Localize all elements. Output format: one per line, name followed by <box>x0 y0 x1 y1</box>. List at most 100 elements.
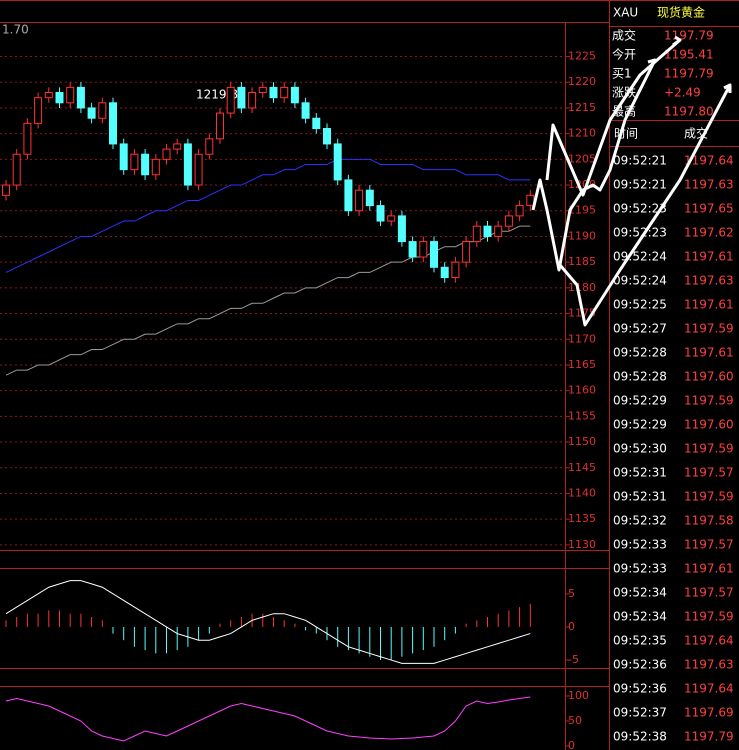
quote-value: 1197.80 <box>664 105 714 119</box>
tick-price: 1197.79 <box>684 730 734 744</box>
tick-time: 09:52:29 <box>613 394 667 408</box>
candle-body <box>526 194 535 207</box>
candle-body <box>483 225 492 237</box>
y-tick-label: 1130 <box>568 538 596 551</box>
y-tick-label: 0 <box>568 739 575 750</box>
candle-body <box>44 92 53 99</box>
y-tick-label: 1225 <box>568 50 596 63</box>
tick-time: 09:52:24 <box>613 250 667 264</box>
candle-body <box>55 92 64 104</box>
y-tick-label: 5 <box>568 587 575 600</box>
y-tick-label: 1145 <box>568 461 596 474</box>
tick-time: 09:52:33 <box>613 538 667 552</box>
tick-price: 1197.63 <box>684 178 734 192</box>
tick-time: 09:52:29 <box>613 418 667 432</box>
arrow <box>545 38 681 197</box>
candle-body <box>183 143 192 186</box>
tick-time: 09:52:36 <box>613 658 667 672</box>
candle-body <box>408 241 417 258</box>
tick-time: 09:52:38 <box>613 730 667 744</box>
tick-time: 09:52:21 <box>613 154 667 168</box>
y-tick-label: 100 <box>568 689 589 702</box>
candle-body <box>2 184 10 196</box>
y-tick-label: 1220 <box>568 75 596 88</box>
ticks-header: 时间 <box>614 127 638 141</box>
tick-price: 1197.69 <box>684 706 734 720</box>
tick-time: 09:52:30 <box>613 442 667 456</box>
tick-time: 09:52:34 <box>613 610 667 624</box>
tick-time: 09:52:31 <box>613 490 667 504</box>
candle-body <box>333 143 342 181</box>
candle-body <box>269 86 278 99</box>
candle-body <box>515 205 524 217</box>
tick-price: 1197.59 <box>684 322 734 336</box>
tick-price: 1197.65 <box>684 202 734 216</box>
candle-body <box>76 86 85 109</box>
tick-price: 1197.62 <box>684 226 734 240</box>
candle-body <box>301 102 310 119</box>
symbol-name: 现货黄金 <box>657 5 705 20</box>
candle-body <box>194 153 203 186</box>
candle-body <box>494 225 503 237</box>
candle-body <box>365 189 374 207</box>
quote-value: 1197.79 <box>664 67 714 81</box>
candle-body <box>430 241 438 268</box>
candle-body <box>205 138 214 155</box>
tick-price: 1197.63 <box>684 658 734 672</box>
arrow-head <box>647 58 657 69</box>
candle-body <box>237 86 246 109</box>
candle-body <box>173 143 182 150</box>
arrow <box>558 84 732 327</box>
candle-body <box>462 241 471 263</box>
indicator-line <box>5 696 531 742</box>
y-tick-label: 1205 <box>568 152 596 165</box>
y-tick-label: 1195 <box>568 204 596 217</box>
candle-body <box>141 153 150 176</box>
candle-body <box>34 97 43 124</box>
candle-body <box>387 215 396 222</box>
quote-value: 1197.79 <box>664 29 714 43</box>
y-tick-label: 1215 <box>568 101 596 114</box>
y-tick-label: -5 <box>568 653 579 666</box>
tick-price: 1197.59 <box>684 490 734 504</box>
y-tick-label: 1185 <box>568 255 596 268</box>
tick-price: 1197.61 <box>684 562 734 576</box>
annotation-arrows <box>531 35 732 327</box>
indicator-line <box>5 225 531 376</box>
plot: 1130113511401145115011551160116511701175… <box>0 50 596 750</box>
tick-price: 1197.57 <box>684 466 734 480</box>
candle-body <box>280 86 289 99</box>
candle-body <box>451 261 460 279</box>
corner-label: 1.70 <box>2 23 29 37</box>
y-tick-label: 1180 <box>568 281 596 294</box>
candle-body <box>162 148 171 160</box>
tick-time: 09:52:23 <box>613 202 667 216</box>
tick-price: 1197.57 <box>684 586 734 600</box>
candle-body <box>119 143 128 171</box>
candle-body <box>323 128 331 145</box>
tick-time: 09:52:34 <box>613 586 667 600</box>
y-tick-label: 1140 <box>568 486 596 499</box>
y-tick-label: 1150 <box>568 435 596 448</box>
candle-body <box>151 158 160 176</box>
y-tick-label: 50 <box>568 714 582 727</box>
quote-value: +2.49 <box>664 86 701 100</box>
tick-time: 09:52:33 <box>613 562 667 576</box>
tick-time: 09:52:24 <box>613 274 667 288</box>
candle-body <box>419 241 428 258</box>
tick-price: 1197.59 <box>684 394 734 408</box>
tick-time: 09:52:32 <box>613 514 667 528</box>
tick-time: 09:52:31 <box>613 466 667 480</box>
tick-price: 1197.61 <box>684 250 734 264</box>
candle-body <box>109 102 117 145</box>
tick-time: 09:52:37 <box>613 706 667 720</box>
candle-body <box>87 107 96 119</box>
candle-body <box>504 215 513 227</box>
tick-time: 09:52:36 <box>613 682 667 696</box>
indicator-line <box>5 580 531 664</box>
candle-body <box>397 215 406 243</box>
tick-price: 1197.64 <box>684 154 734 168</box>
